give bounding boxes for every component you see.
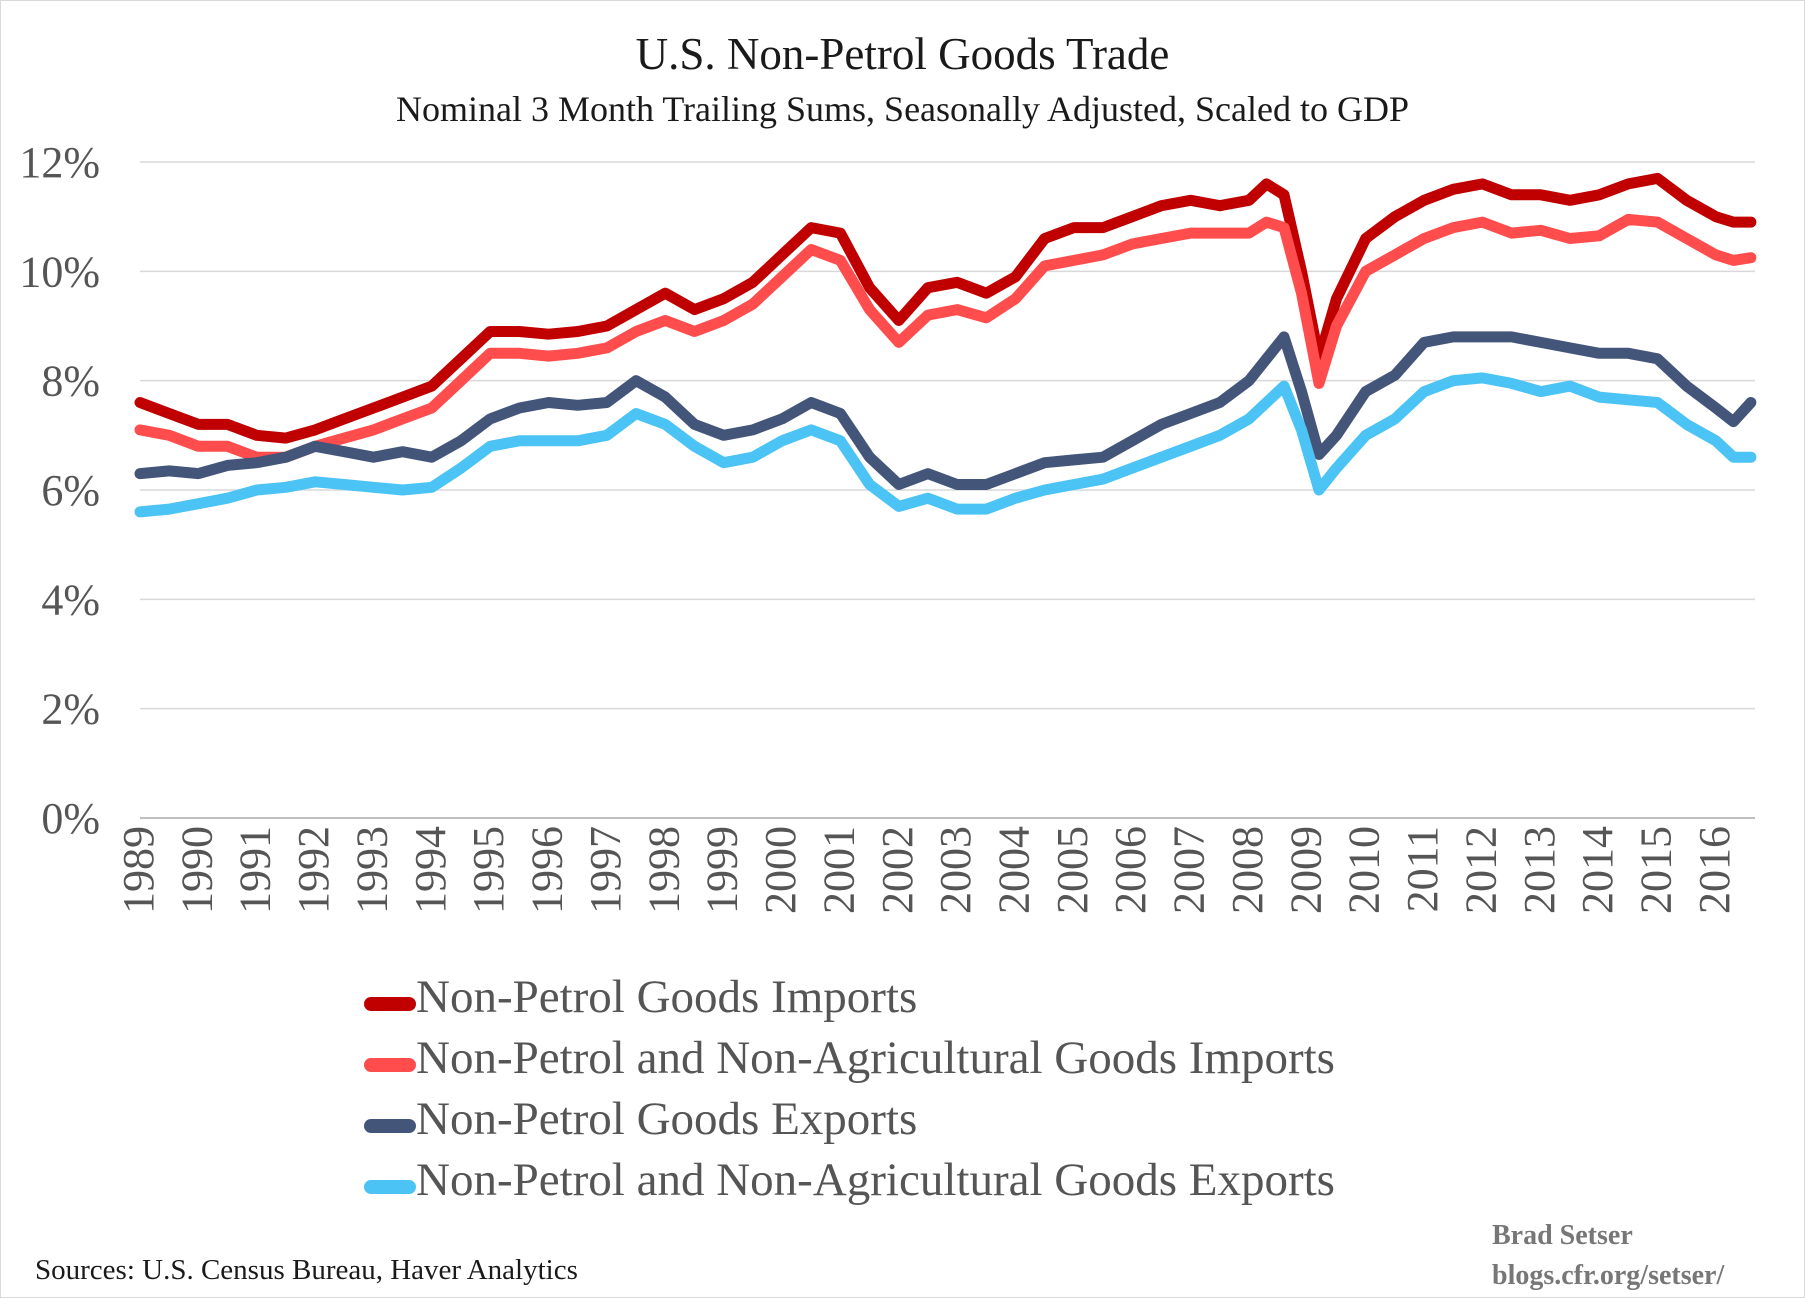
x-tick-label: 2009 [1281, 826, 1330, 914]
x-tick-label: 1994 [406, 826, 455, 914]
series-line-2 [134, 331, 1757, 490]
series-line-1 [134, 213, 1757, 463]
legend-swatch-nonag-exports [364, 1180, 416, 1194]
legend-swatch-imports [364, 997, 416, 1011]
chart-subtitle: Nominal 3 Month Trailing Sums, Seasonall… [395, 89, 1410, 129]
x-tick-label: 1993 [347, 826, 396, 914]
x-tick-label: 2007 [1165, 826, 1214, 914]
credit-site: blogs.cfr.org/setser/ [1492, 1260, 1725, 1291]
legend-label-nonag-exports: Non-Petrol and Non-Agricultural Goods Ex… [416, 1154, 1335, 1206]
legend-swatch-nonag-imports [364, 1058, 416, 1072]
legend-swatch-exports [364, 1119, 416, 1133]
x-tick-label: 2002 [873, 826, 922, 914]
credit-author: Brad Setser [1492, 1220, 1633, 1251]
credit-block: Brad Setser blogs.cfr.org/setser/ [1492, 1216, 1724, 1296]
x-tick-label: 1991 [231, 826, 280, 914]
series-line-3 [134, 372, 1757, 518]
x-axis-ticks: 1989 1990 1991 1992 1993 1994 1995 1996 1997 1998… [114, 826, 1739, 914]
sources-note: Sources: U.S. Census Bureau, Haver Analy… [35, 1254, 578, 1286]
y-axis-ticks: 0% 2% 4% 6% 8% 10% 12% [19, 138, 100, 843]
x-tick-label: 2006 [1106, 826, 1155, 914]
x-tick-label: 2005 [1048, 826, 1097, 914]
x-tick-label: 1996 [523, 826, 572, 914]
x-tick-label: 1997 [581, 826, 630, 914]
x-tick-label: 1999 [698, 826, 747, 914]
x-tick-label: 2003 [931, 826, 980, 914]
x-tick-label: 1998 [639, 826, 688, 914]
x-tick-label: 2004 [989, 826, 1038, 914]
y-tick-label: 2% [41, 685, 100, 734]
legend-label-nonag-imports: Non-Petrol and Non-Agricultural Goods Im… [416, 1032, 1335, 1084]
series-line-0 [134, 172, 1757, 444]
x-tick-label: 2010 [1340, 826, 1389, 914]
x-tick-label: 1992 [289, 826, 338, 914]
legend-label-exports: Non-Petrol Goods Exports [416, 1093, 918, 1145]
y-tick-label: 0% [41, 794, 100, 843]
x-tick-label: 2012 [1456, 826, 1505, 914]
x-tick-label: 2000 [756, 826, 805, 914]
x-tick-label: 1990 [172, 826, 221, 914]
x-tick-label: 2016 [1690, 826, 1739, 914]
x-tick-label: 2001 [814, 826, 863, 914]
x-tick-label: 2014 [1573, 826, 1622, 914]
series-lines [134, 172, 1757, 518]
chart-title: U.S. Non-Petrol Goods Trade [635, 29, 1170, 79]
x-tick-label: 1995 [464, 826, 513, 914]
y-tick-label: 4% [41, 575, 100, 624]
y-tick-label: 12% [19, 138, 100, 187]
x-tick-label: 1989 [114, 826, 163, 914]
y-tick-label: 6% [41, 466, 100, 515]
x-tick-label: 2015 [1632, 826, 1681, 914]
x-tick-label: 2008 [1223, 826, 1272, 914]
x-tick-label: 2011 [1398, 826, 1447, 912]
grid-lines [140, 161, 1755, 819]
legend-label-imports: Non-Petrol Goods Imports [416, 971, 918, 1023]
x-tick-label: 2013 [1515, 826, 1564, 914]
y-tick-label: 10% [19, 247, 100, 296]
y-tick-label: 8% [41, 357, 100, 406]
